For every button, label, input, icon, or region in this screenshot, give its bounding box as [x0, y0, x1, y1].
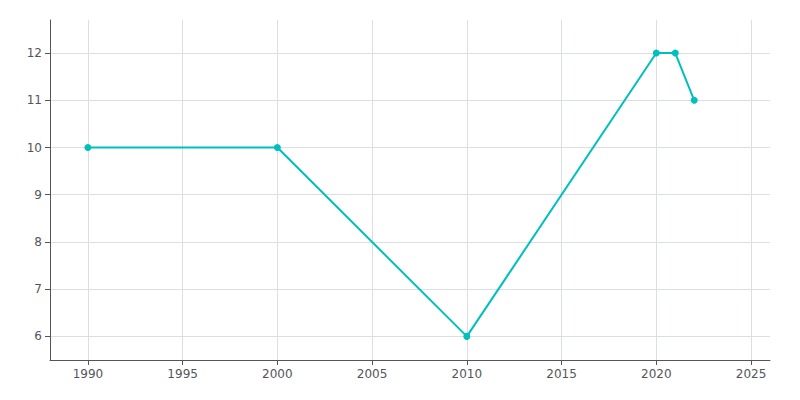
svg-text:10: 10: [27, 141, 42, 155]
svg-text:2020: 2020: [641, 367, 672, 381]
svg-text:1995: 1995: [167, 367, 198, 381]
svg-text:12: 12: [27, 46, 42, 60]
svg-text:8: 8: [34, 235, 42, 249]
svg-text:2000: 2000: [262, 367, 293, 381]
svg-text:1990: 1990: [73, 367, 104, 381]
svg-text:7: 7: [34, 282, 42, 296]
svg-text:2005: 2005: [357, 367, 388, 381]
svg-text:2025: 2025: [736, 367, 767, 381]
svg-text:9: 9: [34, 188, 42, 202]
svg-text:2010: 2010: [452, 367, 483, 381]
svg-text:2015: 2015: [546, 367, 577, 381]
svg-text:11: 11: [27, 93, 42, 107]
svg-text:6: 6: [34, 329, 42, 343]
